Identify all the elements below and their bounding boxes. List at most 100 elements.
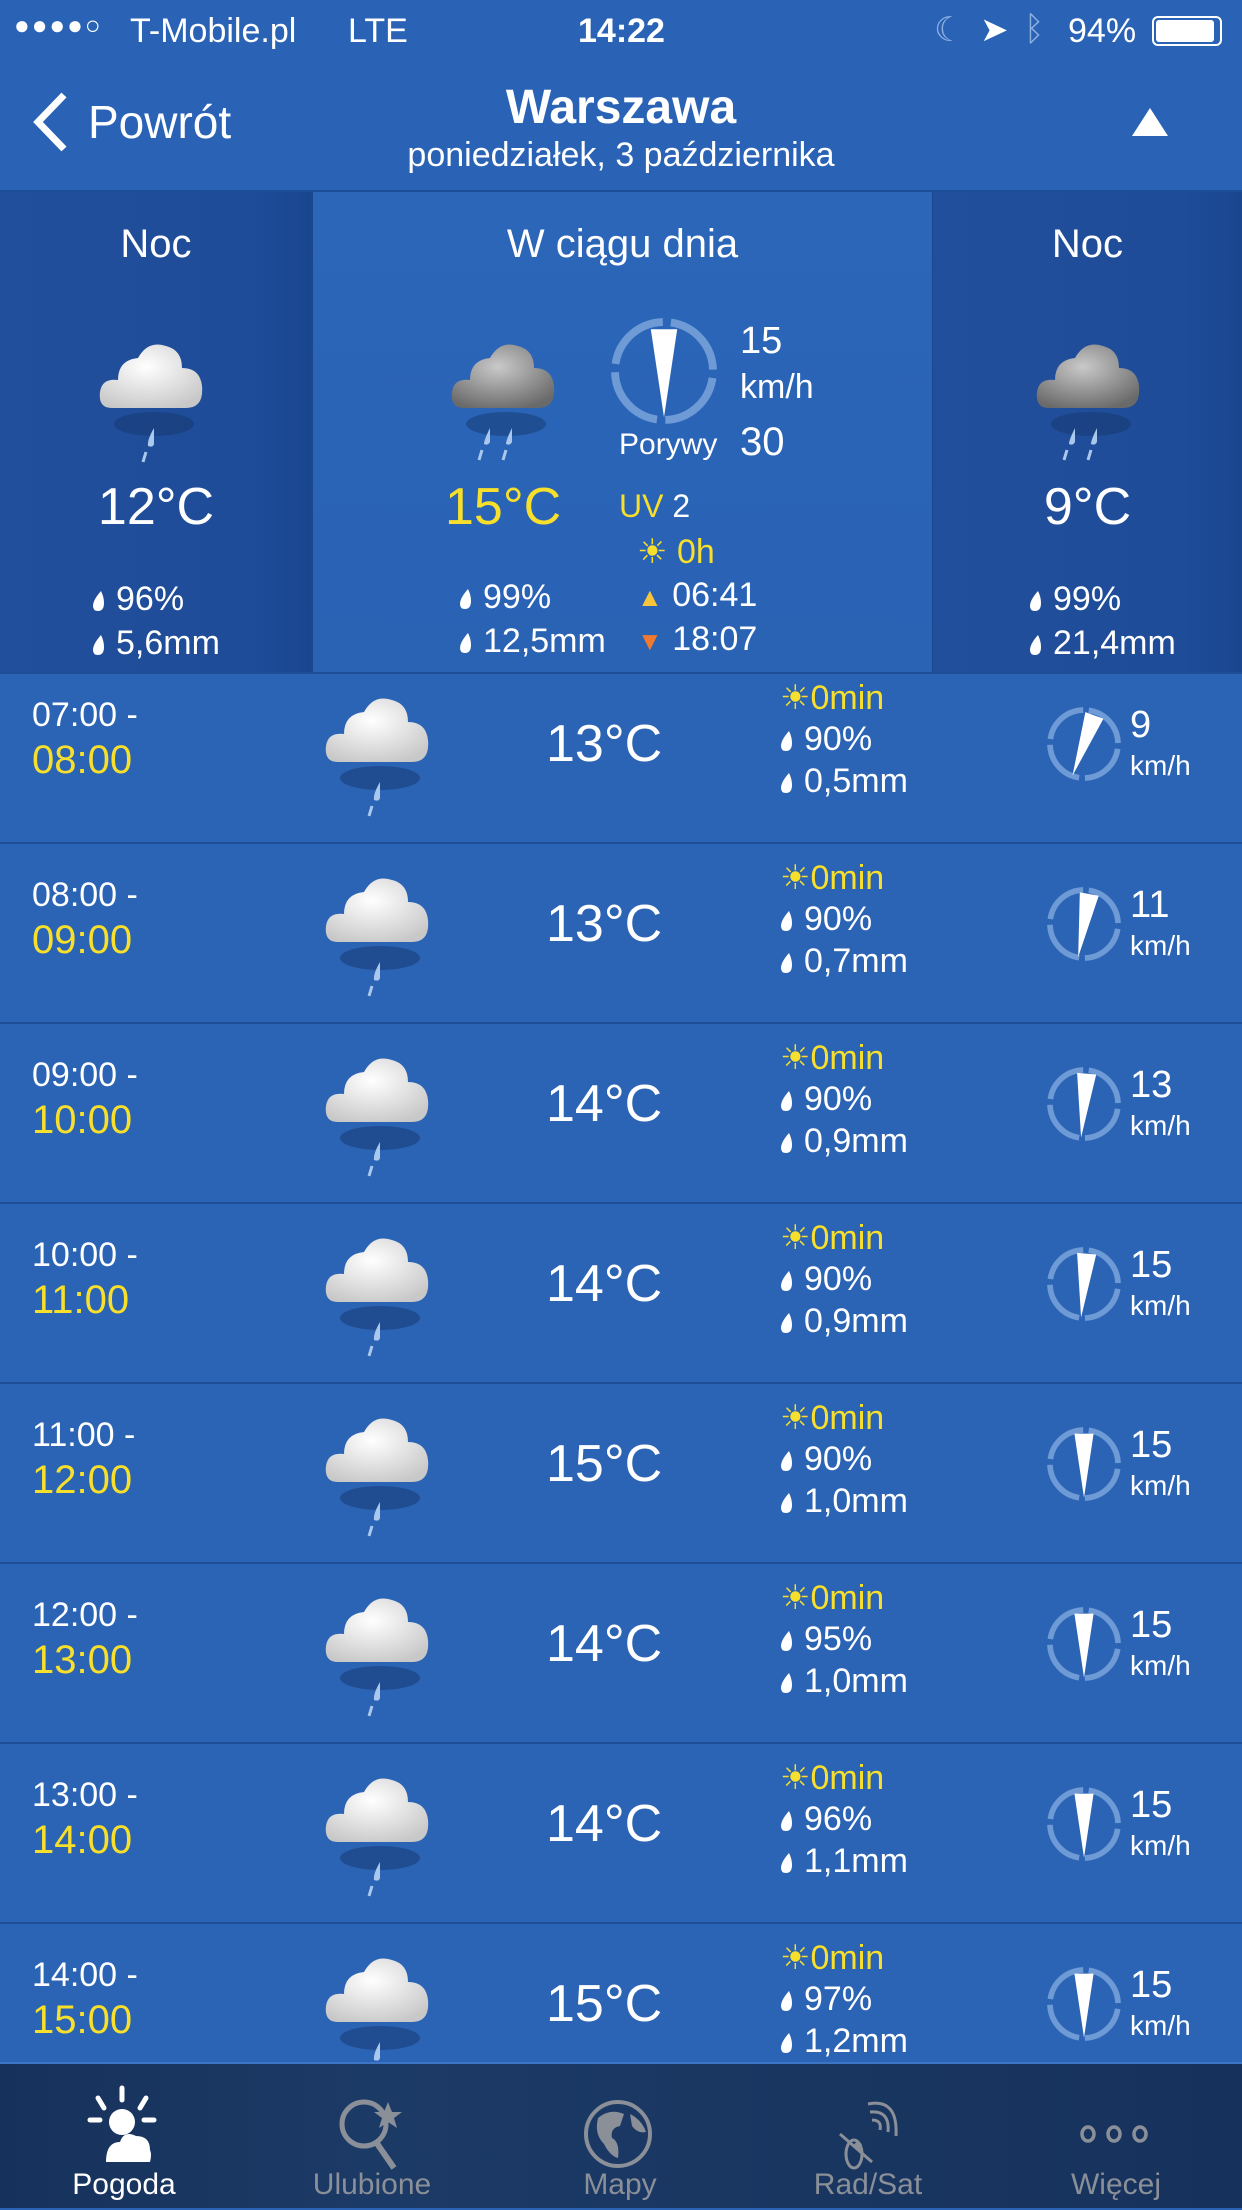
temperature: 15°C bbox=[546, 1975, 663, 2033]
precipitation: 5,6mm bbox=[92, 624, 220, 663]
sun-icon: ☀ bbox=[637, 533, 668, 571]
tab-pogoda[interactable]: Pogoda bbox=[0, 2064, 248, 2210]
date-subtitle: poniedziałek, 3 października bbox=[407, 136, 835, 174]
precipitation: 0,5mm bbox=[780, 762, 908, 801]
wind-speed: 15 bbox=[1130, 1244, 1173, 1286]
rain-cloud-icon bbox=[322, 1406, 442, 1551]
battery-percent: 94% bbox=[1068, 12, 1137, 50]
hour-row[interactable]: 08:00 - 09:00 13°C ☀0min 90% 0,7mm 11 km… bbox=[0, 842, 1242, 1022]
wind-direction-icon bbox=[1044, 1424, 1124, 1509]
humidity: 90% bbox=[780, 1080, 872, 1119]
sunrise-icon: ▲ bbox=[637, 582, 663, 612]
drop-icon bbox=[780, 1484, 794, 1513]
wind-speed: 9 bbox=[1130, 704, 1152, 746]
humidity: 99% bbox=[459, 578, 551, 617]
tab-wiecej[interactable]: Więcej bbox=[992, 2064, 1240, 2210]
hour-row[interactable]: 07:00 - 08:00 13°C ☀0min 90% 0,5mm 9 km/… bbox=[0, 672, 1242, 842]
humidity: 96% bbox=[92, 580, 184, 619]
header: Powrót Warszawa poniedziałek, 3 paździer… bbox=[0, 62, 1242, 192]
wind-direction-icon bbox=[1044, 704, 1124, 789]
humidity: 95% bbox=[780, 1620, 872, 1659]
period-label: W ciągu dnia bbox=[506, 222, 739, 266]
drop-icon bbox=[780, 722, 794, 751]
temperature: 14°C bbox=[546, 1615, 663, 1673]
temperature: 13°C bbox=[546, 715, 663, 773]
network-type: LTE bbox=[348, 12, 408, 50]
back-label: Powrót bbox=[88, 96, 232, 148]
wind-unit: km/h bbox=[1130, 930, 1191, 961]
temperature: 14°C bbox=[546, 1075, 663, 1133]
rain-cloud-icon bbox=[96, 332, 216, 477]
wind-speed: 15 bbox=[1130, 1604, 1173, 1646]
hour-from: 08:00 - bbox=[32, 876, 138, 914]
temperature: 14°C bbox=[546, 1795, 663, 1853]
drop-icon bbox=[780, 1844, 794, 1873]
precipitation: 0,7mm bbox=[780, 942, 908, 981]
hour-row[interactable]: 09:00 - 10:00 14°C ☀0min 90% 0,9mm 13 km… bbox=[0, 1022, 1242, 1202]
hour-from: 13:00 - bbox=[32, 1776, 138, 1814]
period-label: Noc bbox=[120, 222, 192, 266]
uv-index: UV 2 bbox=[619, 488, 691, 524]
carrier: T-Mobile.pl bbox=[130, 12, 297, 50]
location-icon: ➤ bbox=[980, 11, 1009, 49]
humidity: 90% bbox=[780, 1440, 872, 1479]
tab-rad-sat[interactable]: Rad/Sat bbox=[744, 2064, 992, 2210]
sunshine: ☀0min bbox=[780, 1399, 885, 1437]
wind-unit: km/h bbox=[1130, 1830, 1191, 1861]
weather-icon bbox=[87, 2085, 157, 2162]
hour-to: 14:00 bbox=[32, 1818, 133, 1862]
wind-speed: 15 bbox=[1130, 1964, 1173, 2006]
back-button[interactable]: Powrót bbox=[30, 92, 231, 152]
humidity: 90% bbox=[780, 900, 872, 939]
precipitation: 1,2mm bbox=[780, 2022, 908, 2061]
hour-row[interactable]: 10:00 - 11:00 14°C ☀0min 90% 0,9mm 15 km… bbox=[0, 1202, 1242, 1382]
more-icon bbox=[1080, 2125, 1148, 2143]
rain-cloud-icon bbox=[322, 1586, 442, 1731]
hour-from: 10:00 - bbox=[32, 1236, 138, 1274]
wind-speed: 15 bbox=[1130, 1784, 1173, 1826]
humidity: 96% bbox=[780, 1800, 872, 1839]
daytime-column: W ciągu dnia 15 km/h Porywy 30 15°C UV 2… bbox=[311, 192, 934, 672]
hour-row[interactable]: 12:00 - 13:00 14°C ☀0min 95% 1,0mm 15 km… bbox=[0, 1562, 1242, 1742]
hour-row[interactable]: 11:00 - 12:00 15°C ☀0min 90% 1,0mm 15 km… bbox=[0, 1382, 1242, 1562]
sun-icon: ☀ bbox=[780, 1219, 811, 1257]
wind-direction-icon bbox=[1044, 1604, 1124, 1689]
night-after-column: Noc 9°C 99% 21,4mm bbox=[933, 192, 1242, 672]
night-before-column: Noc 12°C 96% 5,6mm bbox=[0, 192, 312, 672]
hour-from: 12:00 - bbox=[32, 1596, 138, 1634]
sunset: ▼ 18:07 bbox=[637, 620, 758, 658]
hour-from: 09:00 - bbox=[32, 1056, 138, 1094]
rain-cloud-icon bbox=[322, 1766, 442, 1911]
signal-icon: ●●●●○ bbox=[14, 10, 103, 40]
clock: 14:22 bbox=[578, 12, 665, 50]
precipitation: 1,0mm bbox=[780, 1662, 908, 1701]
sunshine: ☀0min bbox=[780, 1759, 885, 1797]
hour-to: 09:00 bbox=[32, 918, 133, 962]
precipitation: 0,9mm bbox=[780, 1122, 908, 1161]
sun-icon: ☀ bbox=[780, 679, 811, 717]
sun-icon: ☀ bbox=[780, 1399, 811, 1437]
rain-cloud-icon bbox=[322, 1946, 442, 2062]
hour-row[interactable]: 14:00 - 15:00 15°C ☀0min 97% 1,2mm 15 km… bbox=[0, 1922, 1242, 2062]
sun-icon: ☀ bbox=[780, 1939, 811, 1977]
drop-icon bbox=[780, 1622, 794, 1651]
drop-icon bbox=[780, 764, 794, 793]
hourly-list[interactable]: 07:00 - 08:00 13°C ☀0min 90% 0,5mm 9 km/… bbox=[0, 672, 1242, 2062]
precipitation: 12,5mm bbox=[459, 622, 606, 661]
collapse-triangle-icon[interactable] bbox=[1130, 106, 1170, 138]
hour-row[interactable]: 13:00 - 14:00 14°C ☀0min 96% 1,1mm 15 km… bbox=[0, 1742, 1242, 1922]
precipitation: 21,4mm bbox=[1029, 624, 1176, 663]
sunshine: ☀0min bbox=[780, 1219, 885, 1257]
temperature: 15°C bbox=[546, 1435, 663, 1493]
tab-ulubione[interactable]: Ulubione bbox=[248, 2064, 496, 2210]
hour-to: 12:00 bbox=[32, 1458, 133, 1502]
drop-icon bbox=[780, 1082, 794, 1111]
wind-direction-icon bbox=[1044, 1964, 1124, 2049]
drop-icon bbox=[780, 1442, 794, 1471]
drop-icon bbox=[780, 944, 794, 973]
sunshine: ☀0min bbox=[780, 1579, 885, 1617]
tab-mapy[interactable]: Mapy bbox=[496, 2064, 744, 2210]
tab-bar: Pogoda Ulubione Mapy Rad/Sat Więcej bbox=[0, 2062, 1242, 2208]
wind-direction-icon bbox=[1044, 1244, 1124, 1329]
humidity: 99% bbox=[1029, 580, 1121, 619]
